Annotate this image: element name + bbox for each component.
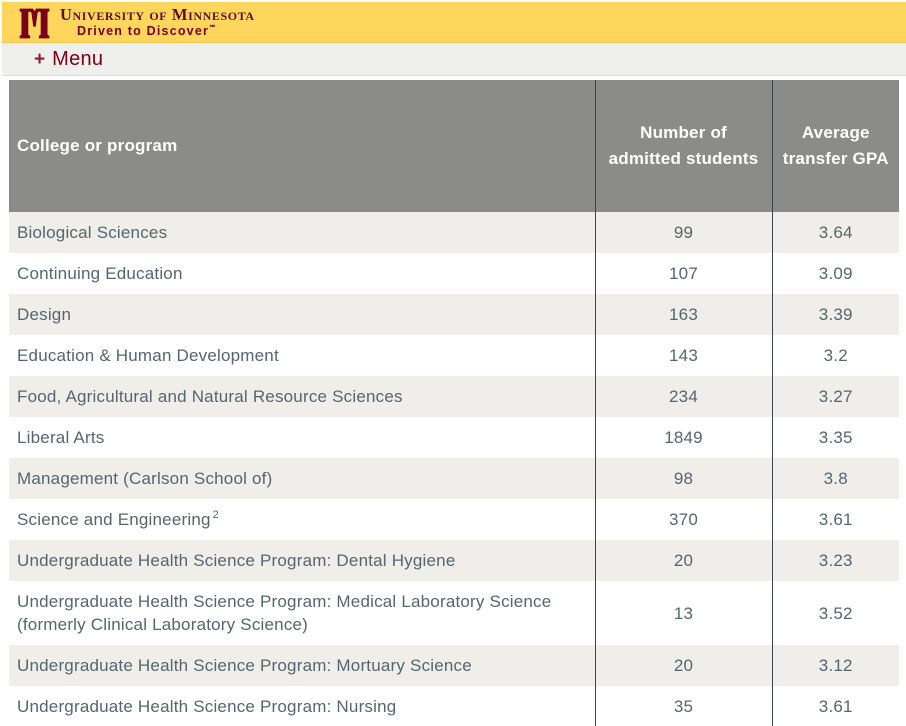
program-cell: Liberal Arts — [17, 428, 105, 447]
service-mark: ℠ — [209, 24, 217, 32]
gpa-cell: 3.2 — [771, 335, 899, 376]
admitted-count-cell: 163 — [594, 294, 772, 335]
table-row: Education & Human Development 143 3.2 — [9, 335, 899, 376]
footnote-marker: 2 — [212, 509, 219, 522]
program-cell: Science and Engineering 2 — [17, 509, 219, 529]
admitted-count-cell: 234 — [594, 376, 772, 417]
table-row: Management (Carlson School of) 98 3.8 — [9, 458, 899, 499]
gpa-cell: 3.27 — [771, 376, 899, 417]
gpa-cell: 3.23 — [771, 540, 899, 581]
table-row: Food, Agricultural and Natural Resource … — [9, 376, 899, 417]
tagline-text: Driven to Discover — [77, 23, 210, 38]
table-row: Biological Sciences 99 3.64 — [9, 212, 899, 253]
admitted-count-cell: 99 — [594, 212, 772, 253]
table-row: Continuing Education 107 3.09 — [9, 253, 899, 294]
program-cell: Biological Sciences — [17, 223, 168, 242]
menu-label: Menu — [52, 47, 104, 70]
gpa-cell: 3.52 — [771, 581, 899, 645]
admissions-table-container: College or program Number of admitted st… — [9, 80, 906, 726]
tagline: Driven to Discover℠ — [77, 23, 255, 38]
gpa-cell: 3.61 — [771, 686, 899, 726]
header-number-admitted: Number of admitted students — [594, 80, 772, 212]
menu-bar: + Menu — [2, 43, 906, 76]
gpa-cell: 3.35 — [771, 417, 899, 458]
plus-icon: + — [34, 48, 46, 70]
gpa-cell: 3.64 — [771, 212, 899, 253]
admitted-count-cell: 20 — [594, 540, 772, 581]
umn-home-link[interactable]: University of Minnesota Driven to Discov… — [18, 6, 255, 39]
table-row: Liberal Arts 1849 3.35 — [9, 417, 899, 458]
brand-text: University of Minnesota Driven to Discov… — [60, 6, 255, 38]
program-cell: Food, Agricultural and Natural Resource … — [17, 387, 403, 406]
admitted-count-cell: 98 — [594, 458, 772, 499]
gpa-cell: 3.8 — [771, 458, 899, 499]
program-cell: Undergraduate Health Science Program: Nu… — [17, 697, 397, 716]
table-row: Undergraduate Health Science Program: Nu… — [9, 686, 899, 726]
table-header: College or program Number of admitted st… — [9, 80, 899, 212]
university-wordmark: University of Minnesota — [60, 5, 255, 25]
header-college-or-program: College or program — [9, 80, 595, 212]
admissions-table: College or program Number of admitted st… — [9, 80, 899, 726]
header-row: College or program Number of admitted st… — [9, 80, 899, 212]
table-row: Undergraduate Health Science Program: De… — [9, 540, 899, 581]
admitted-count-cell: 143 — [594, 335, 772, 376]
table-row: Undergraduate Health Science Program: Me… — [9, 581, 899, 645]
gpa-cell: 3.61 — [771, 499, 899, 540]
table-row: Design 163 3.39 — [9, 294, 899, 335]
admitted-count-cell: 1849 — [594, 417, 772, 458]
menu-toggle-button[interactable]: + Menu — [34, 48, 103, 71]
gpa-cell: 3.39 — [771, 294, 899, 335]
program-cell: Undergraduate Health Science Program: De… — [17, 551, 456, 570]
admitted-count-cell: 13 — [594, 581, 772, 645]
admitted-count-cell: 35 — [594, 686, 772, 726]
program-cell: Undergraduate Health Science Program: Me… — [17, 592, 552, 634]
umn-block-m-logo — [19, 8, 50, 38]
table-row: Science and Engineering 2 370 3.61 — [9, 499, 899, 540]
gpa-cell: 3.12 — [771, 645, 899, 686]
table-row: Undergraduate Health Science Program: Mo… — [9, 645, 899, 686]
program-cell: Undergraduate Health Science Program: Mo… — [17, 656, 472, 675]
program-cell: Management (Carlson School of) — [17, 469, 273, 488]
admitted-count-cell: 370 — [594, 499, 772, 540]
admitted-count-cell: 107 — [594, 253, 772, 294]
admissions-table-body: Biological Sciences 99 3.64 Continuing Educ… — [9, 212, 899, 726]
gpa-cell: 3.09 — [771, 253, 899, 294]
admitted-count-cell: 20 — [594, 645, 772, 686]
umn-banner: University of Minnesota Driven to Discov… — [2, 2, 906, 43]
program-cell: Design — [17, 305, 72, 324]
program-cell: Education & Human Development — [17, 346, 279, 365]
header-average-transfer-gpa: Average transfer GPA — [771, 80, 899, 212]
program-cell: Continuing Education — [17, 264, 183, 283]
